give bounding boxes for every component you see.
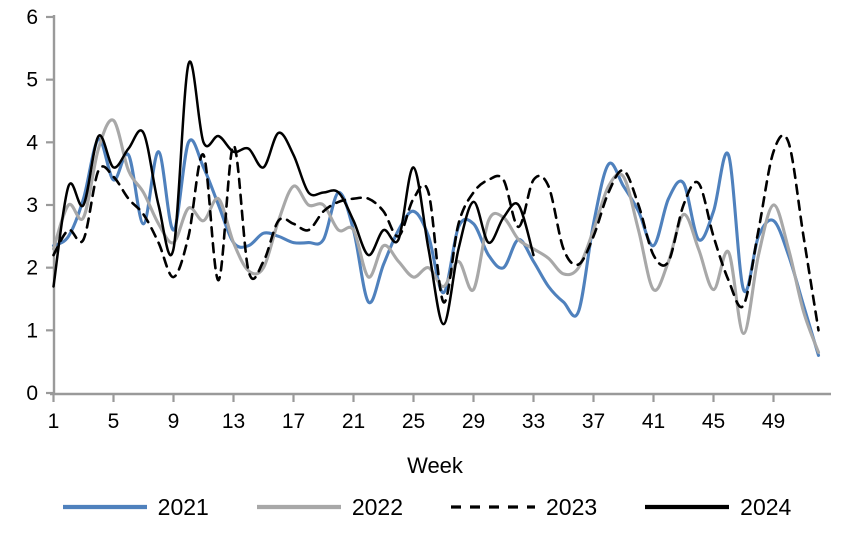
- x-tick-label: 25: [402, 410, 425, 433]
- y-tick-label: 5: [26, 69, 38, 92]
- x-tick-label: 21: [342, 410, 365, 433]
- y-tick-label: 2: [26, 257, 38, 280]
- legend-label-2023: 2023: [546, 494, 598, 520]
- x-tick-label: 29: [462, 410, 485, 433]
- legend-swatch-2023-line: [451, 505, 535, 509]
- series-line-2024: [52, 60, 535, 326]
- x-tick-label: 5: [108, 410, 120, 433]
- x-tick-label: 1: [48, 410, 60, 433]
- legend-item-2021: 2021: [61, 494, 209, 520]
- y-tick-label: 1: [26, 319, 38, 342]
- y-tick-label: 3: [26, 194, 38, 217]
- legend-swatch-2022-line: [256, 504, 341, 510]
- legend-label-2021: 2021: [157, 494, 209, 520]
- y-tick-label: 6: [26, 6, 38, 29]
- x-tick-label: 45: [702, 410, 725, 433]
- x-tick-label: 37: [582, 410, 605, 433]
- chart-legend: 2021 2022 2023 2024: [0, 494, 852, 520]
- legend-label-2024: 2024: [740, 494, 792, 520]
- legend-swatch-2021-line: [62, 504, 147, 510]
- legend-item-2024: 2024: [643, 494, 791, 520]
- x-axis-title: Week: [407, 453, 464, 478]
- x-tick-label: 13: [222, 410, 245, 433]
- x-tick-label: 33: [522, 410, 545, 433]
- legend-label-2022: 2022: [351, 494, 403, 520]
- x-tick-label: 41: [642, 410, 665, 433]
- x-tick-label: 17: [282, 410, 305, 433]
- legend-item-2022: 2022: [255, 494, 403, 520]
- x-tick-label: 49: [762, 410, 785, 433]
- y-tick-label: 4: [26, 131, 38, 154]
- x-tick-label: 9: [168, 410, 180, 433]
- legend-item-2023: 2023: [449, 494, 597, 520]
- y-tick-label: 0: [26, 382, 38, 405]
- legend-swatch-2024-line: [645, 504, 730, 510]
